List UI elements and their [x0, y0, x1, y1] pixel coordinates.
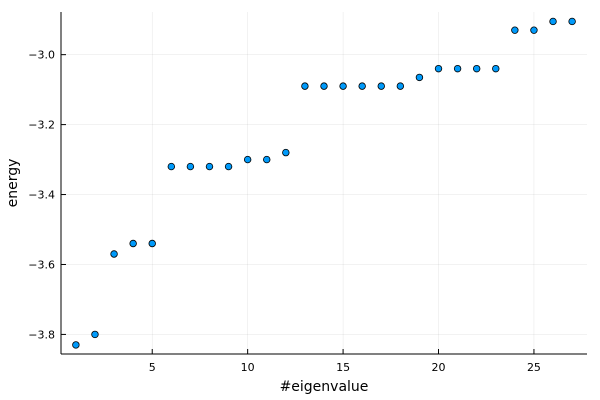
data-point [377, 82, 385, 90]
data-point [301, 82, 309, 90]
y-tick-label: −3.4 [28, 189, 55, 202]
data-point [129, 239, 137, 248]
data-point [358, 82, 366, 90]
data-point [396, 82, 405, 90]
data-point [511, 26, 519, 34]
x-tick-label: 5 [149, 361, 156, 374]
x-tick-label: 20 [432, 361, 446, 374]
data-point [263, 155, 271, 164]
data-point [148, 239, 156, 248]
x-tick-label: 10 [241, 361, 255, 374]
data-point [243, 155, 252, 164]
data-point [72, 341, 80, 349]
y-tick-label: −3.6 [28, 258, 55, 271]
data-point [415, 73, 424, 82]
data-points [72, 17, 576, 349]
data-point [167, 162, 176, 171]
x-tick-label: 15 [336, 361, 350, 374]
x-tick-label: 25 [527, 361, 541, 374]
tick-labels: 5 10 15 20 25 −3.8 −3.6 −3.4 −3.2 −3.0 [28, 49, 541, 374]
y-axis-label: energy [5, 159, 21, 208]
data-point [492, 64, 500, 73]
data-point [453, 64, 462, 73]
data-point [472, 64, 481, 73]
data-point [530, 26, 538, 34]
data-point [320, 82, 328, 90]
data-point [110, 250, 118, 258]
data-point [434, 64, 443, 73]
y-tick-label: −3.0 [28, 49, 55, 62]
data-point [549, 17, 557, 26]
grid [61, 12, 587, 354]
data-point [91, 330, 99, 339]
data-point [205, 162, 214, 171]
data-point [282, 148, 290, 157]
data-point [224, 162, 233, 171]
x-axis-label: #eigenvalue [280, 379, 369, 395]
data-point [339, 82, 347, 90]
data-point [186, 162, 195, 171]
y-tick-label: −3.8 [28, 328, 55, 341]
axes [60, 12, 587, 355]
y-tick-label: −3.2 [28, 119, 55, 132]
data-point [568, 17, 576, 26]
